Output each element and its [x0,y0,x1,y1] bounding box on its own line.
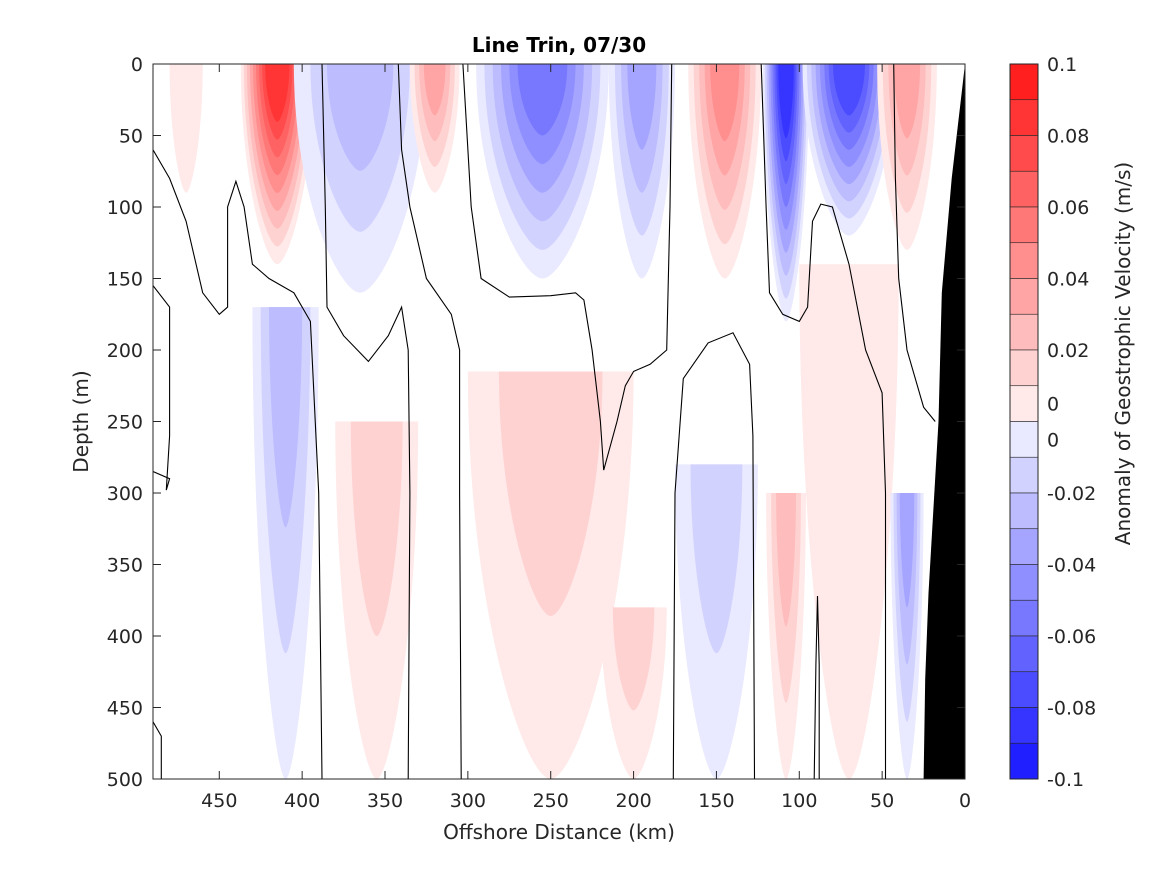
colorbar-tick-label: 0.1 [1047,54,1077,76]
x-tick-label: 300 [450,790,486,812]
colorbar-segment [1009,528,1039,565]
zero-contour [153,285,171,491]
colorbar-tick-label: 0 [1047,394,1059,416]
colorbar-tick-label: -0.08 [1047,698,1096,720]
bathymetry-shape [923,64,965,779]
colorbar-segment [1009,492,1039,530]
x-axis-label: Offshore Distance (km) [443,820,675,844]
y-tick-label: 500 [107,769,143,791]
zero-contour [672,332,756,779]
y-tick-label: 200 [107,340,143,362]
contour-fills [169,64,937,779]
x-tick-label: 450 [201,790,237,812]
y-tick-label: 100 [107,197,143,219]
colorbar-tick-label: 0.02 [1047,340,1089,362]
chart-title: Line Trin, 07/30 [472,33,646,57]
colorbar-tick-label: -0.02 [1047,483,1096,505]
colorbar-segment [1009,564,1039,601]
y-tick-label: 400 [107,626,143,648]
x-tick-label: 150 [698,790,734,812]
contour-band [517,64,568,136]
contour-band [899,493,915,608]
colorbar-segment [1009,742,1039,780]
colorbar-segment [1009,671,1039,708]
contour-band [612,607,655,711]
contour-band [265,64,290,122]
colorbar-segment [1009,313,1039,351]
x-tick-label: 400 [284,790,320,812]
contour-band [169,64,203,193]
colorbar-tick-label: 0 [1047,429,1059,451]
colorbar-tick-label: 0.04 [1047,269,1089,291]
zero-contour [813,595,820,779]
colorbar-segment [1009,456,1039,494]
colorbar-tick-label: -0.04 [1047,555,1096,577]
zero-contour [397,64,462,779]
x-tick-label: 250 [533,790,569,812]
colorbar-segment [1009,421,1039,458]
y-tick-label: 350 [107,555,143,577]
contour-band [690,464,743,654]
contour-band [778,64,794,139]
zero-contour-lines [153,64,936,779]
x-tick-label: 50 [870,790,894,812]
x-tick-label: 0 [959,790,971,812]
x-axis: 450 400 350 300 250 200 150 100 50 0 [201,64,971,812]
zero-contour [760,64,887,779]
contour-band [269,307,303,528]
y-tick-label: 50 [119,126,143,148]
y-tick-label: 300 [107,483,143,505]
colorbar-segment [1009,599,1039,637]
y-axis: 0 50 100 150 200 250 300 350 400 450 500 [107,54,965,791]
colorbar-segment [1009,206,1039,244]
contour-band [350,421,403,636]
colorbar-segment [1009,63,1039,101]
y-tick-label: 450 [107,698,143,720]
contour-band [327,64,394,171]
y-tick-label: 150 [107,269,143,291]
colorbar-tick-label: -0.06 [1047,626,1096,648]
y-tick-label: 250 [107,412,143,434]
colorbar-segment [1009,278,1039,315]
colorbar-segment [1009,242,1039,279]
contour-band [423,64,446,116]
contour-band [498,371,603,616]
colorbar-tick-label: 0.08 [1047,126,1089,148]
zero-contour [321,64,411,779]
x-tick-label: 200 [615,790,651,812]
x-tick-label: 350 [367,790,403,812]
colorbar-label: Anomaly of Geostrophic Velocity (m/s) [1111,162,1135,545]
colorbar-segment [1009,349,1039,387]
colorbar-segment [1009,635,1039,673]
colorbar-segment [1009,99,1039,136]
colorbar-segment [1009,170,1039,208]
colorbar-tick-label: -0.1 [1047,769,1084,791]
colorbar-segment [1009,707,1039,744]
colorbar-segment [1009,385,1039,422]
y-axis-label: Depth (m) [69,370,93,472]
zero-contour [153,721,162,779]
colorbar: 0.1 0.08 0.06 0.04 0.02 0 0 -0.02 -0.04 -0.06 -0.0… [1009,54,1096,791]
zero-contour [462,64,673,471]
x-tick-label: 100 [781,790,817,812]
contour-band [833,64,865,116]
colorbar-frame [1009,63,1039,780]
contour-band [799,264,899,779]
zero-contour [153,149,323,779]
contour-band [776,493,796,627]
y-tick-label: 0 [131,54,143,76]
contour-band [627,64,657,150]
colorbar-segment [1009,135,1039,172]
zero-contour [893,64,936,422]
contour-band [710,64,740,142]
colorbar-tick-label: 0.06 [1047,197,1089,219]
contour-band [893,64,921,139]
